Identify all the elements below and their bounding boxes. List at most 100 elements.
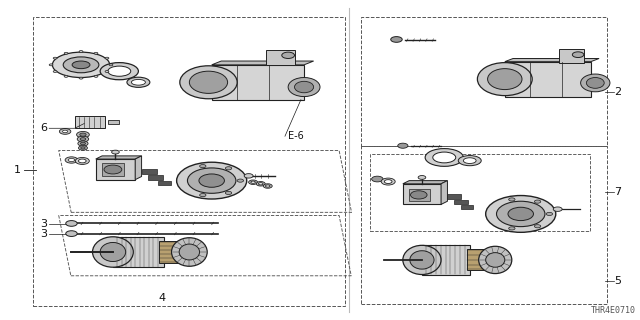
Circle shape xyxy=(94,76,98,77)
Ellipse shape xyxy=(177,162,246,199)
Ellipse shape xyxy=(403,245,441,275)
Bar xyxy=(158,181,171,185)
Ellipse shape xyxy=(294,81,314,93)
Bar xyxy=(370,154,589,231)
Ellipse shape xyxy=(100,243,125,261)
Circle shape xyxy=(553,207,562,212)
Circle shape xyxy=(94,52,98,54)
Circle shape xyxy=(109,64,113,66)
Circle shape xyxy=(282,52,294,59)
Circle shape xyxy=(79,146,88,150)
Circle shape xyxy=(225,167,232,170)
Text: 1: 1 xyxy=(14,164,21,174)
Ellipse shape xyxy=(72,61,90,69)
Bar xyxy=(467,250,484,270)
Circle shape xyxy=(80,138,86,140)
Ellipse shape xyxy=(580,74,610,92)
Bar xyxy=(266,50,294,65)
Ellipse shape xyxy=(433,152,456,163)
Circle shape xyxy=(256,181,265,186)
Text: 3: 3 xyxy=(40,229,47,239)
Circle shape xyxy=(381,178,395,185)
Text: E-6: E-6 xyxy=(288,131,304,141)
Circle shape xyxy=(65,157,78,163)
Circle shape xyxy=(200,164,206,168)
Ellipse shape xyxy=(127,77,150,87)
Ellipse shape xyxy=(488,69,522,90)
Bar xyxy=(108,120,118,124)
Circle shape xyxy=(79,51,83,52)
Ellipse shape xyxy=(188,168,236,193)
Circle shape xyxy=(68,158,75,162)
Circle shape xyxy=(63,130,68,133)
Circle shape xyxy=(391,36,402,42)
Bar xyxy=(96,159,135,180)
Circle shape xyxy=(105,57,109,59)
Circle shape xyxy=(251,181,255,183)
Circle shape xyxy=(104,165,122,174)
Circle shape xyxy=(248,180,257,184)
Polygon shape xyxy=(441,180,447,204)
Ellipse shape xyxy=(425,148,463,166)
Circle shape xyxy=(79,159,86,163)
Bar xyxy=(559,49,584,63)
Bar xyxy=(141,169,157,174)
Ellipse shape xyxy=(479,246,512,274)
Text: THR4E0710: THR4E0710 xyxy=(591,306,636,315)
Circle shape xyxy=(64,76,68,77)
Ellipse shape xyxy=(180,66,237,99)
Bar xyxy=(422,245,470,275)
Circle shape xyxy=(263,184,272,188)
Bar xyxy=(362,146,607,304)
Ellipse shape xyxy=(63,57,99,73)
Circle shape xyxy=(64,52,68,54)
Bar xyxy=(362,17,607,146)
Bar xyxy=(159,241,179,263)
Ellipse shape xyxy=(52,52,109,77)
Circle shape xyxy=(237,179,244,182)
Circle shape xyxy=(418,176,426,179)
Circle shape xyxy=(53,70,57,72)
Circle shape xyxy=(77,132,90,138)
Bar xyxy=(505,62,591,97)
Ellipse shape xyxy=(463,158,476,164)
Text: 6: 6 xyxy=(40,123,47,133)
Ellipse shape xyxy=(477,63,532,96)
Bar xyxy=(409,188,430,201)
Circle shape xyxy=(81,142,86,145)
Ellipse shape xyxy=(189,71,228,93)
Circle shape xyxy=(509,198,515,201)
Circle shape xyxy=(76,157,90,164)
Ellipse shape xyxy=(179,244,200,260)
Circle shape xyxy=(259,183,263,185)
Text: 4: 4 xyxy=(159,293,166,303)
Circle shape xyxy=(546,212,552,215)
Ellipse shape xyxy=(458,156,481,166)
Circle shape xyxy=(49,64,53,66)
Polygon shape xyxy=(403,180,447,184)
Polygon shape xyxy=(96,156,141,159)
Bar xyxy=(33,17,346,306)
Circle shape xyxy=(60,129,71,134)
Ellipse shape xyxy=(172,238,207,266)
Circle shape xyxy=(66,220,77,226)
Circle shape xyxy=(77,136,89,142)
Circle shape xyxy=(81,147,85,149)
Ellipse shape xyxy=(288,77,320,97)
Bar xyxy=(461,205,473,209)
Ellipse shape xyxy=(93,237,133,267)
Circle shape xyxy=(80,133,86,136)
Circle shape xyxy=(200,194,206,197)
Text: 2: 2 xyxy=(614,87,621,97)
Ellipse shape xyxy=(497,201,545,227)
Ellipse shape xyxy=(508,207,534,220)
Circle shape xyxy=(78,141,88,146)
Polygon shape xyxy=(505,59,599,62)
Bar xyxy=(447,194,461,199)
Bar xyxy=(148,175,163,180)
Text: 5: 5 xyxy=(614,276,621,285)
Circle shape xyxy=(244,174,253,178)
Ellipse shape xyxy=(586,77,604,88)
Circle shape xyxy=(534,200,541,203)
Circle shape xyxy=(79,77,83,79)
